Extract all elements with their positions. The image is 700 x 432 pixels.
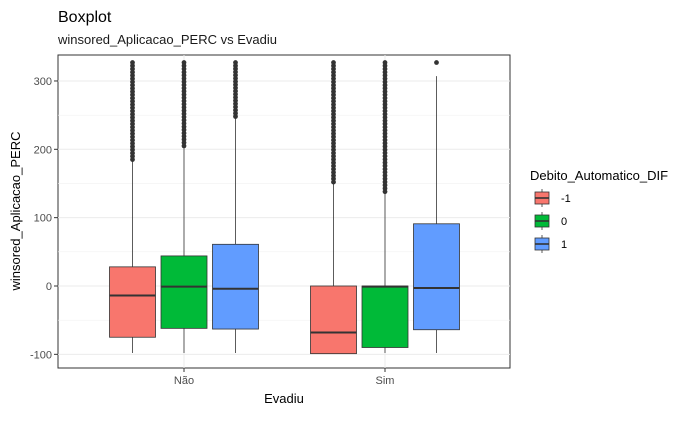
box--1-Sim <box>310 60 357 355</box>
x-axis-title: Evadiu <box>264 391 304 406</box>
x-axis-ticks: Não Sim <box>174 368 395 387</box>
y-tick-label: 300 <box>34 76 52 88</box>
outlier-point <box>130 157 135 162</box>
box-body <box>109 266 156 338</box>
chart-subtitle: winsored_Aplicacao_PERC vs Evadiu <box>57 32 277 47</box>
box-body <box>413 223 460 331</box>
y-tick-label: 100 <box>34 213 52 225</box>
box-1-Não <box>212 60 259 353</box>
box-body <box>310 285 357 355</box>
y-tick-label: -100 <box>30 349 52 361</box>
x-tick-label: Sim <box>376 375 395 387</box>
outlier-point <box>233 114 238 119</box>
box-body <box>212 243 259 330</box>
legend-item-1: 1 <box>532 234 567 254</box>
box-0-Sim <box>361 60 409 353</box>
box-body <box>160 255 208 329</box>
chart-title: Boxplot <box>58 9 112 26</box>
y-tick-label: 200 <box>34 144 52 156</box>
outlier-point <box>331 179 336 185</box>
legend-label: -1 <box>561 193 571 205</box>
outlier-point <box>181 143 187 149</box>
legend-label: 1 <box>561 239 567 251</box>
outlier-point <box>434 60 439 65</box>
box-body <box>361 285 409 348</box>
legend-item-0: 0 <box>532 211 567 231</box>
box--1-Não <box>109 60 156 353</box>
y-axis-ticks: -100 0 100 200 300 <box>30 76 58 361</box>
box-0-Não <box>160 60 208 353</box>
y-axis-title: winsored_Aplicacao_PERC <box>8 132 23 292</box>
legend-items: -1 0 1 <box>532 188 571 254</box>
legend: Debito_Automatico_DIF -1 0 1 <box>530 168 668 254</box>
legend-title: Debito_Automatico_DIF <box>530 168 668 183</box>
box-1-Sim <box>413 60 460 353</box>
y-tick-label: 0 <box>46 281 52 293</box>
box-series <box>109 60 460 355</box>
outlier-point <box>382 189 388 195</box>
x-tick-label: Não <box>174 375 194 387</box>
legend-item--1: -1 <box>532 188 571 208</box>
legend-label: 0 <box>561 216 567 228</box>
